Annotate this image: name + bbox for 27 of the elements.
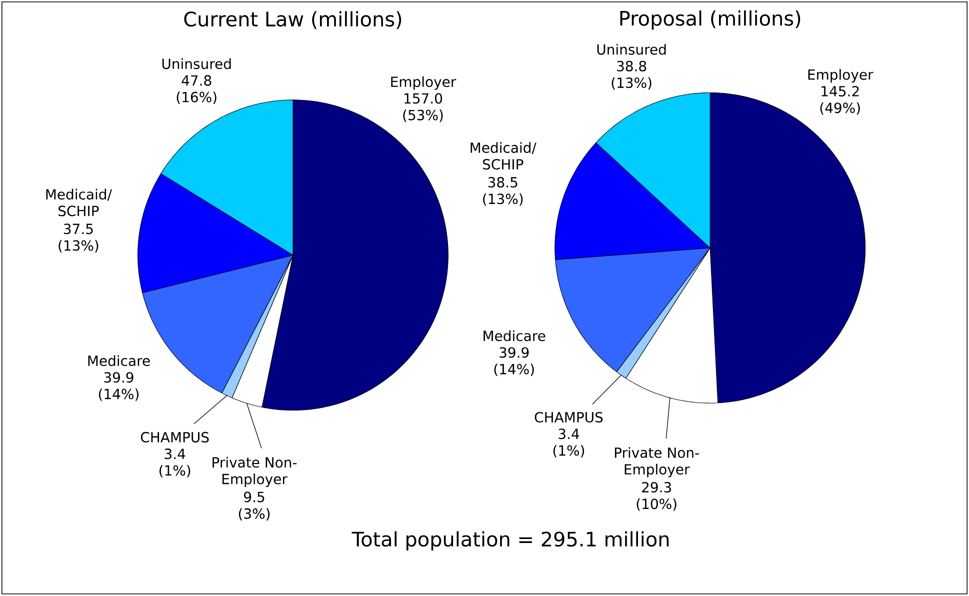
data-label: 3.4 (1%): [553, 428, 584, 458]
data-label: 145.2 (49%): [820, 86, 860, 115]
data-label: 39.9 (14%): [494, 347, 534, 376]
data-label: 39.9 (14%): [98, 372, 139, 402]
slice-label: Uninsured: [162, 58, 231, 70]
data-label: 29.3 (10%): [636, 482, 676, 511]
data-label: 157.0 (53%): [403, 93, 443, 122]
chart-title: Proposal (millions): [620, 10, 800, 30]
slice-label: Private Non-Employer: [614, 447, 699, 478]
slice-label: Medicaid/ SCHIP: [46, 188, 112, 216]
data-label: 37.5 (13%): [58, 224, 98, 253]
data-label: 3.4 (1%): [160, 448, 190, 478]
slice-label: CHAMPUS: [140, 432, 209, 443]
slice-label: Medicare: [88, 355, 150, 366]
slice-label: Employer: [391, 76, 456, 90]
data-label: 38.8 (13%): [612, 60, 652, 90]
text: Total population = 295.1 million: [352, 531, 669, 551]
slice-label: Uninsured: [597, 44, 666, 55]
slice-label: Private Non-Employer: [212, 456, 297, 488]
chart-title: Current Law (millions): [184, 11, 402, 30]
slice-label: Employer: [808, 69, 874, 83]
data-label: 47.8 (16%): [176, 75, 216, 104]
slice-label: CHAMPUS: [534, 412, 603, 423]
data-label: 9.5 (3%): [238, 492, 270, 521]
slice-label: Medicaid/ SCHIP: [470, 142, 536, 170]
slice-label: Medicare: [484, 330, 546, 342]
data-label: 38.5 (13%): [483, 177, 523, 206]
